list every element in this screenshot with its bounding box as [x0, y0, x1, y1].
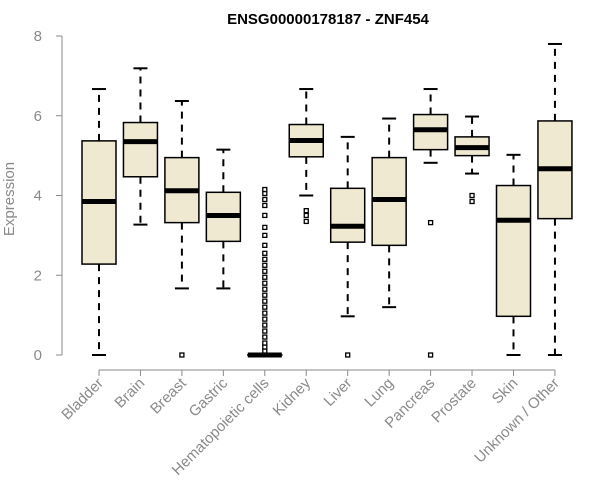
box-rect — [122, 121, 159, 178]
outlier-point — [303, 208, 309, 214]
y-axis: 0 2 4 6 8 — [34, 28, 63, 364]
y-tick-label: 6 — [34, 108, 42, 125]
y-tick-label: 4 — [34, 188, 42, 205]
x-tick-label: Kidney — [270, 374, 315, 419]
y-axis-label: Expression — [1, 162, 18, 236]
box-rect — [495, 184, 532, 318]
outlier-point — [262, 262, 268, 268]
y-tick-label: 2 — [34, 267, 42, 284]
x-tick-label: Bladder — [58, 375, 107, 424]
outlier-point — [262, 242, 268, 248]
box-brain — [122, 67, 159, 226]
outlier-point — [303, 212, 309, 219]
box-pancreas — [412, 88, 449, 358]
box-skin — [495, 153, 532, 356]
box-lung — [371, 117, 407, 309]
box-unknown-other — [537, 42, 573, 356]
box-gastric — [205, 148, 242, 290]
box-hematopoietic-cells — [247, 186, 283, 358]
outlier-point — [179, 352, 185, 358]
plot-area — [81, 42, 573, 358]
outlier-point — [262, 310, 268, 316]
outlier-point — [469, 192, 475, 199]
outlier-point — [262, 334, 268, 340]
outlier-point — [262, 316, 268, 322]
outlier-point — [262, 304, 268, 310]
x-tick-label: Prostate — [428, 375, 480, 427]
outlier-point — [262, 212, 268, 219]
outlier-point — [262, 292, 268, 298]
outlier-point — [262, 196, 268, 203]
outlier-point — [262, 328, 268, 334]
box-breast — [164, 99, 200, 358]
x-tick-label: Brain — [111, 375, 148, 412]
outlier-point — [262, 298, 268, 304]
outlier-point — [469, 198, 475, 205]
outlier-point — [262, 186, 268, 193]
x-tick-label: Lung — [361, 375, 397, 411]
outlier-point — [262, 274, 268, 280]
outlier-point — [427, 219, 434, 226]
outlier-point — [427, 352, 434, 358]
outlier-point — [262, 322, 268, 328]
outlier-point — [345, 352, 351, 358]
outlier-point — [262, 286, 268, 292]
y-tick-label: 8 — [34, 28, 42, 45]
chart-title: ENSG00000178187 - ZNF454 — [227, 11, 429, 28]
outlier-point — [262, 224, 268, 231]
y-tick-label: 0 — [34, 347, 42, 364]
x-tick-label: Breast — [147, 374, 190, 417]
outlier-point — [262, 280, 268, 286]
outlier-point — [303, 218, 309, 225]
x-tick-label: Skin — [489, 375, 522, 408]
box-liver — [329, 135, 366, 358]
box-prostate — [454, 115, 490, 205]
x-tick-label: Liver — [321, 375, 356, 410]
box-kidney — [288, 88, 324, 225]
box-rect — [329, 187, 366, 243]
outlier-point — [262, 340, 268, 346]
outlier-point — [262, 256, 268, 262]
outlier-point — [262, 250, 268, 256]
box-bladder — [81, 88, 117, 356]
outlier-point — [262, 232, 268, 239]
outlier-point — [262, 202, 268, 209]
outlier-point — [262, 268, 268, 274]
